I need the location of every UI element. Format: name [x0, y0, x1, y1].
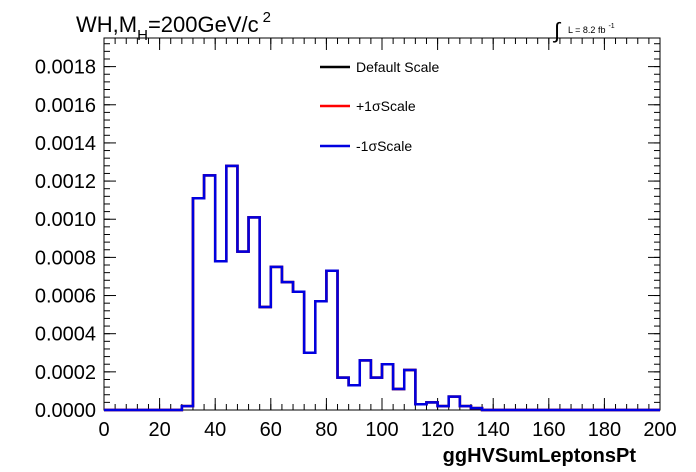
x-tick-label: 60	[260, 419, 282, 441]
legend-label-minus: -1σScale	[356, 138, 412, 154]
x-tick-label: 0	[98, 419, 109, 441]
y-tick-label: 0.0010	[35, 209, 96, 231]
x-tick-label: 40	[204, 419, 226, 441]
chart-title-main: WH,M	[76, 12, 137, 37]
y-tick-label: 0.0016	[35, 95, 96, 117]
plot-frame	[103, 37, 661, 411]
series-line-2	[104, 164, 660, 412]
y-tick-label: 0.0012	[35, 171, 96, 193]
chart-title-subscript: H	[137, 27, 148, 44]
lumi-label: L = 8.2 fb -1	[568, 23, 615, 35]
x-tick-label: 120	[421, 419, 454, 441]
y-tick-label: 0.0006	[35, 286, 96, 308]
lumi-integral: ∫	[552, 18, 562, 43]
x-tick-label: 140	[477, 419, 510, 441]
x-tick-label: 100	[365, 419, 398, 441]
x-axis-label: ggHVSumLeptonsPt	[443, 445, 637, 467]
y-tick-label: 0.0000	[35, 400, 96, 422]
chart-title: WH,MH=200GeV/c 2	[76, 9, 271, 44]
y-tick-label: 0.0008	[35, 247, 96, 269]
y-tick-label: 0.0004	[35, 324, 96, 346]
legend-label-plus: +1σScale	[356, 98, 416, 114]
x-tick-label: 180	[588, 419, 621, 441]
lumi-superscript: -1	[608, 23, 614, 30]
x-tick-label: 80	[315, 419, 337, 441]
legend: Default Scale +1σScale -1σScale	[320, 59, 439, 154]
legend-label-default: Default Scale	[356, 59, 439, 75]
y-axis: 0.0000 0.0002 0.0004 0.0006 0.0008 0.0010 0.00…	[35, 43, 660, 422]
x-tick-label: 20	[148, 419, 170, 441]
lumi-text: L = 8.2 fb	[568, 25, 605, 35]
chart-title-rest: =200GeV/c	[148, 12, 259, 37]
y-tick-label: 0.0018	[35, 57, 96, 79]
chart-title-superscript: 2	[263, 9, 271, 26]
y-tick-label: 0.0002	[35, 362, 96, 384]
y-tick-label: 0.0014	[35, 133, 96, 155]
x-tick-label: 160	[532, 419, 565, 441]
x-tick-label: 200	[643, 419, 676, 441]
series-layer	[104, 164, 660, 412]
